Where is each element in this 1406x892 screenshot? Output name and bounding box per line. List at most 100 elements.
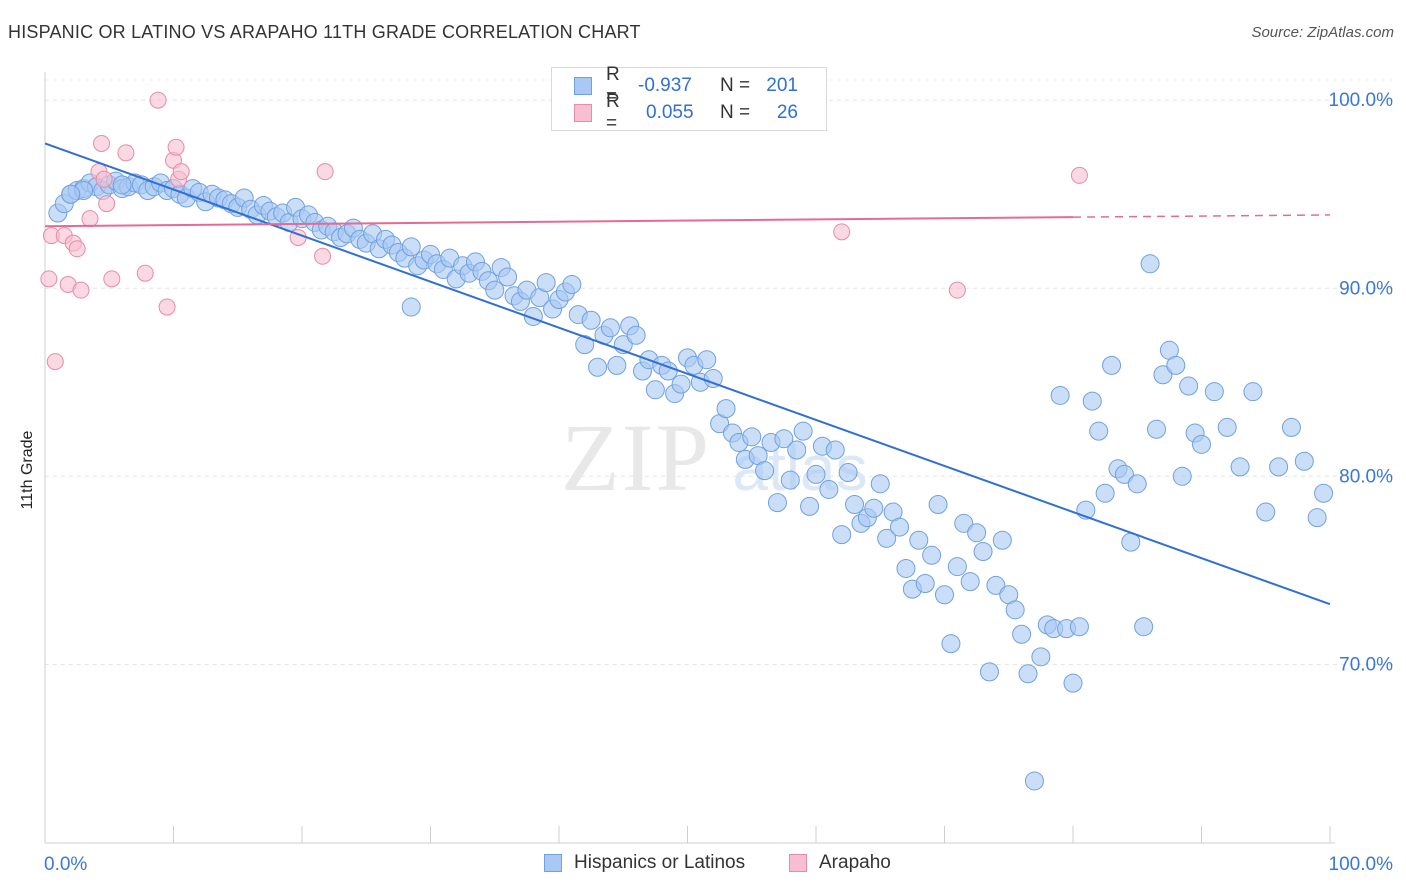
data-point-hispanics (536, 273, 556, 293)
data-point-hispanics (1314, 483, 1334, 503)
legend-n-label: N = (720, 102, 751, 123)
legend-label-hispanics: Hispanics or Latinos (574, 852, 746, 873)
tick-labels: 100.0% 90.0% 80.0% 70.0% 0.0% 100.0% (44, 90, 1393, 875)
data-point-hispanics (1050, 385, 1070, 405)
data-point-hispanics (941, 634, 961, 654)
data-point-arapaho (158, 298, 176, 316)
data-point-arapaho (314, 247, 332, 265)
y-axis-label: 11th Grade (19, 430, 36, 510)
data-point-hispanics (1256, 502, 1276, 522)
data-point-arapaho (95, 170, 113, 188)
legend-swatch-pink (789, 854, 807, 872)
data-point-hispanics (600, 318, 620, 338)
data-point-hispanics (979, 662, 999, 682)
data-point-hispanics (973, 542, 993, 562)
data-point-hispanics (793, 421, 813, 441)
data-point-hispanics (1031, 647, 1051, 667)
data-point-hispanics (819, 479, 839, 499)
data-point-arapaho (72, 281, 90, 299)
data-point-hispanics (1102, 355, 1122, 375)
data-point-hispanics (767, 493, 787, 513)
data-point-arapaho (316, 163, 334, 181)
data-point-hispanics (1192, 434, 1211, 454)
data-point-hispanics (401, 297, 421, 317)
data-point-hispanics (1153, 365, 1173, 385)
data-point-hispanics (1012, 624, 1032, 644)
data-point-hispanics (1294, 451, 1314, 471)
data-point-hispanics (1179, 376, 1199, 396)
data-point-hispanics (922, 545, 942, 565)
data-point-hispanics (1140, 254, 1160, 274)
y-tick-label: 80.0% (1339, 466, 1393, 487)
trend-lines (44, 142, 1331, 606)
data-point-hispanics (755, 461, 775, 481)
chart-title: HISPANIC OR LATINO VS ARAPAHO 11TH GRADE… (8, 22, 641, 42)
data-point-hispanics (1172, 466, 1192, 486)
data-point-hispanics (1307, 508, 1327, 528)
x-tick-label: 0.0% (44, 854, 87, 875)
axes (44, 72, 1335, 844)
legend-swatch-blue (544, 854, 562, 872)
data-point-hispanics (774, 429, 794, 449)
legend-item-hispanics[interactable]: Hispanics or Latinos (544, 852, 745, 874)
data-point-hispanics (1082, 391, 1102, 411)
data-point-hispanics (588, 357, 608, 377)
trend-line-hispanics (44, 142, 1331, 606)
data-point-hispanics (1018, 664, 1038, 684)
data-point-arapaho (117, 144, 135, 162)
trend-line-arapaho-dashed (1072, 214, 1331, 218)
data-point-hispanics (915, 573, 935, 593)
data-point-hispanics (800, 496, 820, 516)
data-point-hispanics (1217, 417, 1237, 437)
data-point-hispanics (992, 530, 1012, 550)
legend-r-value: -0.937 (638, 75, 692, 96)
data-point-hispanics (1114, 464, 1134, 484)
data-point-hispanics (806, 464, 826, 484)
data-point-arapaho (98, 195, 116, 213)
data-point-hispanics (697, 350, 717, 370)
data-point-hispanics (960, 572, 980, 592)
legend-row-hispanics: R = -0.937 N = 201 (574, 64, 798, 107)
data-point-arapaho (136, 264, 154, 282)
x-tick-label: 100.0% (1329, 854, 1394, 875)
data-point-arapaho (167, 138, 185, 156)
data-point-hispanics (671, 374, 691, 394)
data-point-arapaho (46, 353, 64, 371)
data-point-hispanics (1024, 771, 1044, 791)
data-point-arapaho (68, 240, 86, 258)
series-legend: Hispanics or Latinos Arapaho (0, 852, 1406, 878)
data-point-hispanics (485, 280, 505, 300)
watermark-zip: ZIP (561, 404, 711, 511)
data-point-hispanics (1147, 419, 1167, 439)
y-tick-label: 90.0% (1339, 278, 1393, 299)
legend-item-arapaho[interactable]: Arapaho (789, 852, 891, 874)
data-point-hispanics (498, 267, 518, 287)
stats-legend: R = -0.937 N = 201 R = 0.055 N = 26 (551, 64, 827, 134)
legend-swatch-blue (574, 77, 592, 95)
data-point-hispanics (401, 237, 421, 257)
data-point-hispanics (703, 369, 723, 389)
data-point-hispanics (562, 274, 582, 294)
data-point-hispanics (607, 355, 627, 375)
legend-r-label: R = (606, 91, 620, 134)
data-point-hispanics (1089, 421, 1109, 441)
data-point-hispanics (832, 525, 852, 545)
data-point-hispanics (742, 427, 762, 447)
data-point-hispanics (61, 184, 81, 204)
data-point-hispanics (1166, 355, 1186, 375)
data-point-hispanics (787, 440, 807, 460)
data-point-hispanics (890, 517, 910, 537)
y-tick-label: 70.0% (1339, 654, 1393, 675)
data-point-hispanics (954, 513, 974, 533)
data-point-hispanics (1204, 382, 1224, 402)
data-point-hispanics (780, 470, 800, 490)
data-point-hispanics (845, 495, 865, 515)
data-point-hispanics (877, 528, 897, 548)
data-point-hispanics (1063, 673, 1083, 693)
legend-label-arapaho: Arapaho (819, 852, 891, 873)
data-point-hispanics (870, 474, 890, 494)
legend-n-label: N = (720, 75, 751, 96)
data-point-hispanics (947, 557, 967, 577)
data-point-arapaho (149, 91, 167, 109)
